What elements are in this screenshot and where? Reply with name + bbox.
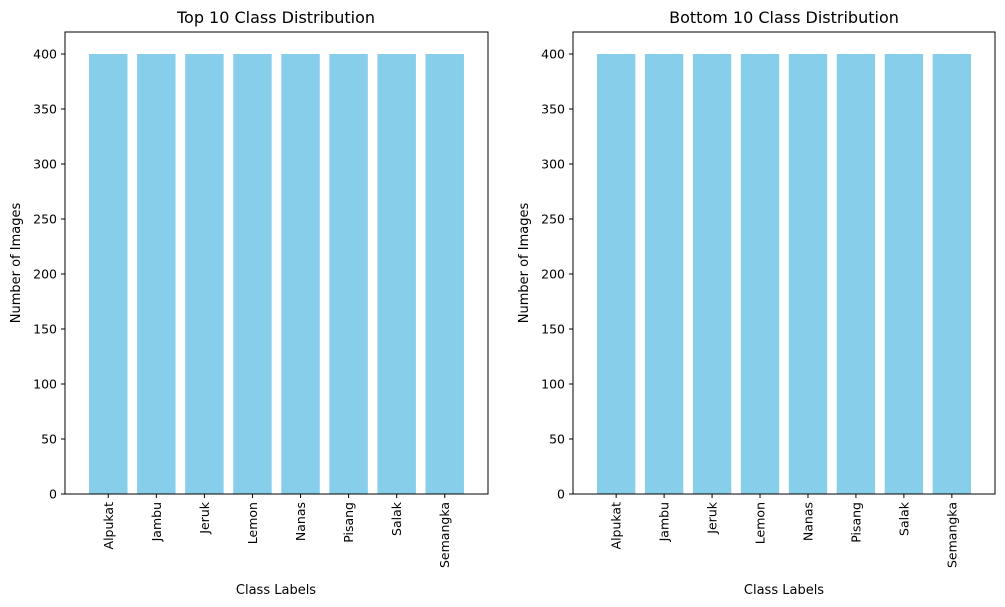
x-tick-label: Semangka: [437, 502, 452, 568]
bar-semangka: [932, 54, 972, 494]
x-tick-label: Pisang: [848, 502, 863, 543]
y-tick-label: 0: [557, 487, 565, 502]
bars-group: [596, 54, 972, 494]
y-tick-label: 300: [541, 157, 565, 172]
chart-bottom-10: Bottom 10 Class Distribution Class Label…: [517, 8, 996, 598]
y-tick-label: 350: [33, 102, 57, 117]
axes-frame: [572, 31, 996, 495]
y-tick-label: 200: [541, 267, 565, 282]
bar-jeruk: [692, 54, 732, 494]
bar-salak: [884, 54, 924, 494]
x-tick-label: Lemon: [245, 502, 260, 544]
bar-pisang: [836, 54, 876, 494]
x-tick-label: Jambu: [657, 502, 672, 542]
bar-lemon: [233, 54, 272, 494]
x-ticks-group: Alpukat Jambu Jeruk Lemon Nanas Pisang Salak Se…: [609, 494, 959, 568]
bar-lemon: [740, 54, 780, 494]
bar-semangka: [425, 54, 464, 494]
x-tick-label: Jeruk: [197, 501, 212, 534]
bar-jeruk: [185, 54, 224, 494]
y-tick-label: 300: [33, 157, 57, 172]
bar-alpukat: [89, 54, 128, 494]
x-tick-label: Jeruk: [705, 501, 720, 534]
bar-salak: [377, 54, 416, 494]
bar-pisang: [329, 54, 368, 494]
y-tick-label: 200: [33, 267, 57, 282]
x-ticks-group: Alpukat Jambu Jeruk Lemon Nanas Pisang Salak Se…: [101, 494, 452, 568]
y-tick-label: 100: [33, 377, 57, 392]
y-tick-label: 350: [541, 102, 565, 117]
chart-top-10: Top 10 Class Distribution Class Labels N…: [9, 8, 489, 598]
y-tick-label: 400: [541, 47, 565, 62]
y-axis-label: Number of Images: [9, 203, 24, 324]
y-tick-label: 250: [33, 212, 57, 227]
x-tick-label: Nanas: [293, 502, 308, 541]
y-ticks-group: 0 50 100 150 200 250 300 350 400: [33, 47, 65, 502]
y-tick-label: 50: [41, 432, 57, 447]
bar-nanas: [788, 54, 828, 494]
axes-frame: [64, 31, 489, 495]
bar-alpukat: [596, 54, 636, 494]
x-tick-label: Alpukat: [101, 502, 116, 550]
y-tick-label: 0: [49, 487, 57, 502]
y-tick-label: 250: [541, 212, 565, 227]
y-ticks-group: 0 50 100 150 200 250 300 350 400: [541, 47, 573, 502]
x-axis-label: Class Labels: [744, 583, 824, 598]
x-tick-label: Jambu: [149, 502, 164, 542]
y-axis-label: Number of Images: [517, 203, 532, 324]
bars-group: [89, 54, 464, 494]
y-tick-label: 50: [549, 432, 565, 447]
x-tick-label: Alpukat: [609, 502, 624, 550]
chart-title: Top 10 Class Distribution: [176, 8, 375, 27]
bar-nanas: [281, 54, 320, 494]
bar-jambu: [644, 54, 684, 494]
x-axis-label: Class Labels: [236, 583, 316, 598]
x-tick-label: Semangka: [944, 502, 959, 568]
y-tick-label: 150: [33, 322, 57, 337]
y-tick-label: 100: [541, 377, 565, 392]
y-tick-label: 400: [33, 47, 57, 62]
x-tick-label: Lemon: [753, 502, 768, 544]
x-tick-label: Salak: [389, 501, 404, 536]
bar-jambu: [137, 54, 176, 494]
chart-title: Bottom 10 Class Distribution: [669, 8, 899, 27]
x-tick-label: Pisang: [341, 502, 356, 543]
x-tick-label: Salak: [896, 501, 911, 536]
y-tick-label: 150: [541, 322, 565, 337]
x-tick-label: Nanas: [800, 502, 815, 541]
